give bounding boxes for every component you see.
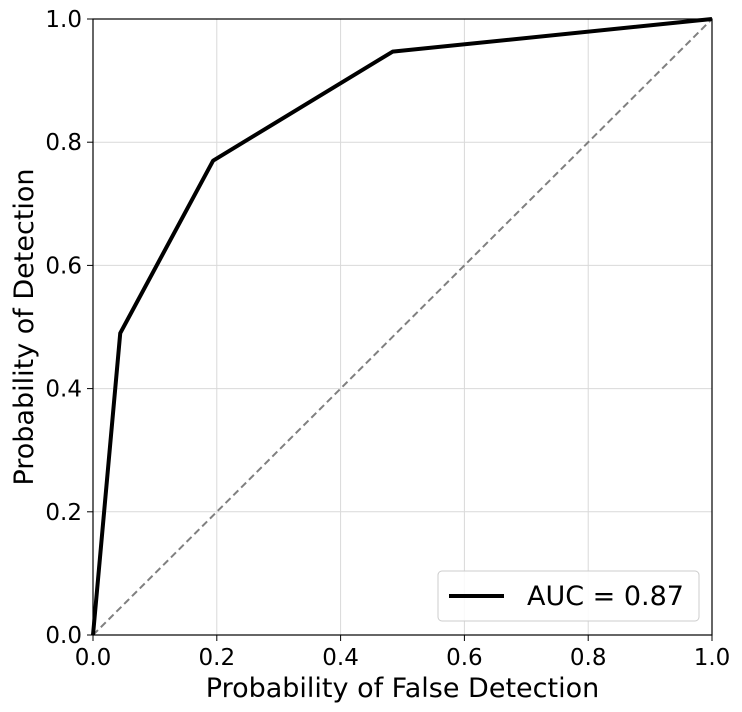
legend-entry: AUC = 0.87 [527, 581, 684, 612]
y-tick-label: 0.6 [45, 253, 82, 279]
x-ticks: 0.0 0.2 0.4 0.6 0.8 1.0 [75, 635, 731, 671]
plot-frame [92, 18, 713, 636]
x-axis-label: Probability of False Detection [206, 673, 599, 704]
y-axis-label: Probability of Detection [9, 168, 40, 485]
x-tick-label: 1.0 [694, 645, 731, 671]
x-tick-label: 0.4 [322, 645, 359, 671]
y-tick-label: 0.8 [45, 130, 82, 156]
y-tick-label: 1.0 [45, 7, 82, 33]
x-tick-label: 0.0 [75, 645, 112, 671]
y-tick-label: 0.4 [45, 377, 82, 403]
series-group [91, 17, 713, 636]
y-tick-label: 0.0 [45, 623, 82, 649]
x-tick-label: 0.8 [570, 645, 607, 671]
reference-line-group [92, 18, 713, 636]
y-tick-label: 0.2 [45, 500, 82, 526]
chance-diagonal-line [92, 18, 713, 636]
x-tick-label: 0.6 [446, 645, 483, 671]
y-ticks: 0.0 0.2 0.4 0.6 0.8 1.0 [45, 7, 93, 649]
legend-box [437, 570, 700, 622]
legend: AUC = 0.87 [437, 570, 700, 622]
roc-curve-line [91, 17, 713, 636]
x-tick-label: 0.2 [199, 645, 236, 671]
